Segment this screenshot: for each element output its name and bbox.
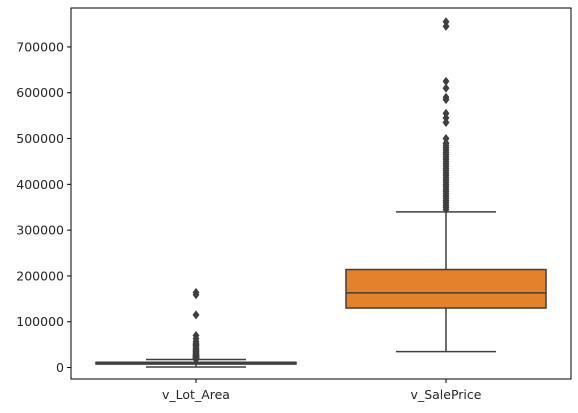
x-tick-label: v_Lot_Area (162, 387, 230, 402)
y-tick-label: 300000 (16, 223, 64, 238)
y-tick-label: 0 (56, 360, 64, 375)
x-axis: v_Lot_Area v_SalePrice (162, 379, 482, 402)
y-tick-label: 100000 (16, 314, 64, 329)
y-axis: 0 100000 200000 300000 400000 500000 600000 700… (16, 39, 71, 375)
box-iqr (346, 270, 546, 308)
y-tick-label: 400000 (16, 177, 64, 192)
x-tick-label: v_SalePrice (411, 387, 482, 402)
y-tick-label: 700000 (16, 39, 64, 54)
plot-area (71, 8, 571, 379)
y-tick-label: 500000 (16, 131, 64, 146)
y-tick-label: 600000 (16, 85, 64, 100)
y-tick-label: 200000 (16, 268, 64, 283)
